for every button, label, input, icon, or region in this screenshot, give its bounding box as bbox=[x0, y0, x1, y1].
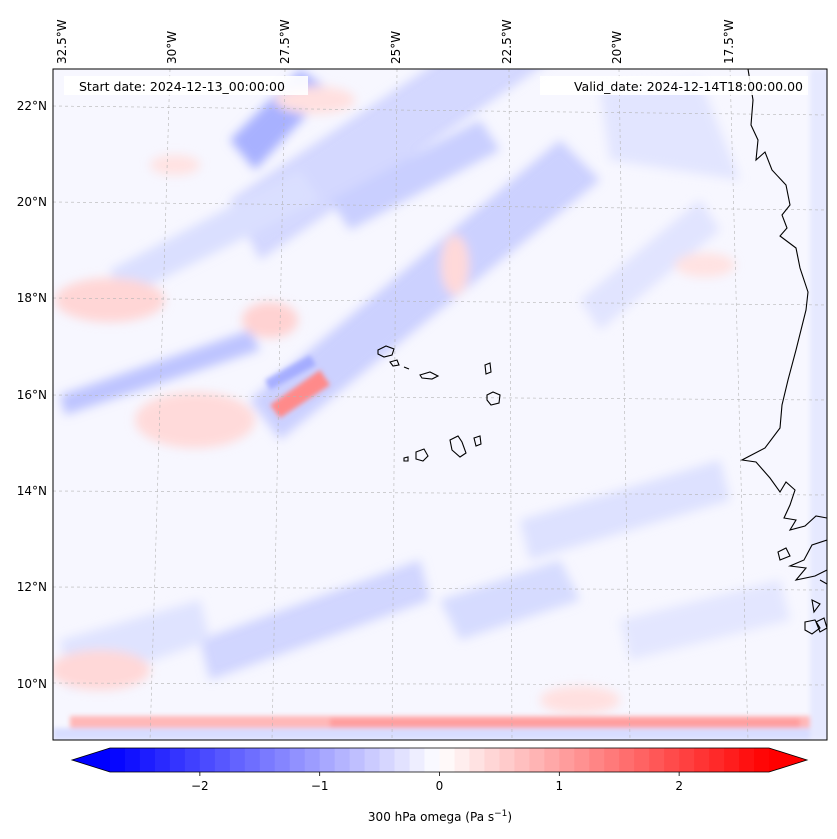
lon-label: 30°W bbox=[165, 31, 179, 64]
gridlines bbox=[53, 69, 827, 740]
colorbar-segment bbox=[739, 748, 755, 772]
cape-verde-islands bbox=[377, 345, 501, 462]
colorbar-extend-min bbox=[72, 748, 110, 772]
colorbar-segment bbox=[184, 748, 201, 772]
colorbar-segment bbox=[124, 748, 141, 772]
colorbar-segment bbox=[484, 748, 501, 772]
lon-label: 32.5°W bbox=[55, 19, 69, 64]
colorbar-segment bbox=[574, 748, 590, 772]
colorbar-segment bbox=[724, 748, 740, 772]
lon-label: 20°W bbox=[610, 31, 624, 64]
lat-label: 22°N bbox=[17, 99, 47, 113]
lat-label: 12°N bbox=[17, 580, 47, 594]
colorbar-label: 300 hPa omega (Pa s−1) bbox=[368, 809, 512, 824]
colorbar-tick-label: −2 bbox=[191, 779, 209, 793]
lat-label: 18°N bbox=[17, 291, 47, 305]
omega-field bbox=[53, 69, 827, 740]
lon-label: 27.5°W bbox=[278, 19, 292, 64]
lat-label: 20°N bbox=[17, 195, 47, 209]
colorbar-segment bbox=[514, 748, 530, 772]
colorbar-segment bbox=[289, 748, 306, 772]
colorbar-segment bbox=[244, 748, 261, 772]
lat-labels: 22°N 20°N 18°N 16°N 14°N 12°N 10°N bbox=[17, 99, 47, 691]
colorbar-segment bbox=[439, 748, 456, 772]
colorbar-segment bbox=[694, 748, 710, 772]
colorbar-segment bbox=[454, 748, 471, 772]
colorbar-segment bbox=[229, 748, 246, 772]
colorbar-segment bbox=[529, 748, 545, 772]
valid-date-box: Valid_date: 2024-12-14T18:00:00.00 bbox=[540, 76, 808, 95]
lon-label: 17.5°W bbox=[722, 19, 736, 64]
valid-date-label: Valid_date: 2024-12-14T18:00:00.00 bbox=[574, 79, 803, 94]
lat-label: 10°N bbox=[17, 677, 47, 691]
colorbar-segment bbox=[349, 748, 366, 772]
colorbar-segment bbox=[664, 748, 680, 772]
colorbar-tick-label: 0 bbox=[436, 779, 444, 793]
colorbar-segment bbox=[424, 748, 441, 772]
colorbar-segment bbox=[604, 748, 620, 772]
colorbar-segment bbox=[634, 748, 650, 772]
start-date-label: Start date: 2024-12-13_00:00:00 bbox=[79, 79, 285, 94]
lon-label: 25°W bbox=[389, 31, 403, 64]
lon-labels: 32.5°W 30°W 27.5°W 25°W 22.5°W 20°W 17.5… bbox=[55, 19, 736, 64]
colorbar-segment bbox=[589, 748, 605, 772]
start-date-box: Start date: 2024-12-13_00:00:00 bbox=[64, 76, 308, 95]
colorbar-segment bbox=[304, 748, 321, 772]
colorbar-segment bbox=[169, 748, 186, 772]
colorbar-segment bbox=[679, 748, 695, 772]
colorbar-segment bbox=[199, 748, 216, 772]
colorbar-segment bbox=[409, 748, 426, 772]
colorbar-segment bbox=[274, 748, 291, 772]
colorbar-segment bbox=[754, 748, 770, 772]
colorbar-segment bbox=[559, 748, 575, 772]
colorbar-segment bbox=[619, 748, 635, 772]
colorbar-segment bbox=[544, 748, 560, 772]
lat-label: 14°N bbox=[17, 484, 47, 498]
colorbar-segment bbox=[709, 748, 725, 772]
colorbar-tick-label: −1 bbox=[311, 779, 329, 793]
colorbar-tick-label: 2 bbox=[675, 779, 683, 793]
colorbar-extend-max bbox=[769, 748, 807, 772]
colorbar-segment bbox=[154, 748, 171, 772]
colorbar-outline bbox=[70, 747, 809, 773]
colorbar-segment bbox=[110, 748, 126, 772]
colorbar-tick-label: 1 bbox=[555, 779, 563, 793]
colorbar-segment bbox=[379, 748, 396, 772]
colorbar-segment bbox=[139, 748, 156, 772]
lon-label: 22.5°W bbox=[500, 19, 514, 64]
colorbar-segment bbox=[499, 748, 515, 772]
colorbar-ticks: −2 −1 0 1 2 bbox=[191, 772, 683, 793]
colorbar-segment bbox=[469, 748, 486, 772]
map-frame bbox=[52, 68, 828, 741]
colorbar-segment bbox=[319, 748, 336, 772]
lat-label: 16°N bbox=[17, 388, 47, 402]
colorbar-segment bbox=[394, 748, 411, 772]
colorbar-segment bbox=[649, 748, 665, 772]
colorbar-segment bbox=[364, 748, 381, 772]
colorbar-segment bbox=[259, 748, 276, 772]
colorbar-gradient bbox=[110, 748, 770, 772]
colorbar-segment bbox=[214, 748, 231, 772]
colorbar: −2 −1 0 1 2 300 hPa omega (Pa s−1) bbox=[70, 747, 809, 824]
african-coastline bbox=[740, 69, 827, 635]
colorbar-segment bbox=[334, 748, 351, 772]
